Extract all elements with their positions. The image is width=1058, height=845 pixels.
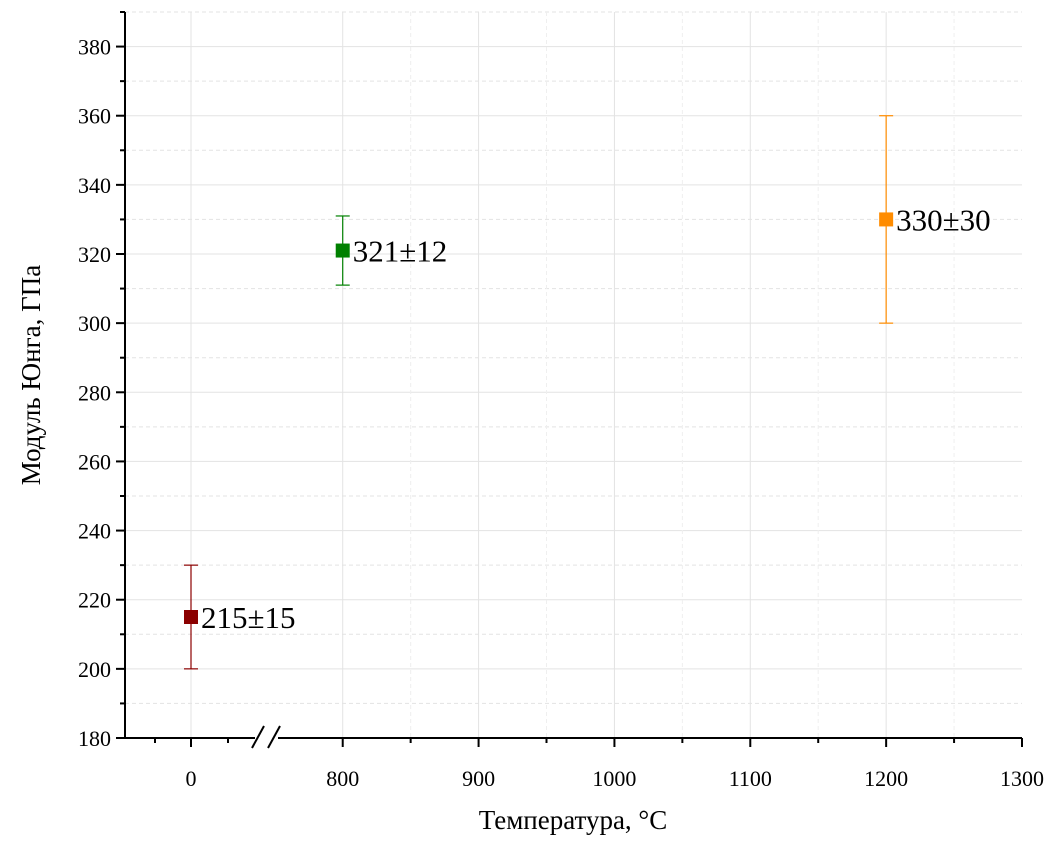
y-tick-label: 220	[78, 588, 111, 613]
y-tick-label: 360	[78, 104, 111, 129]
data-label: 321±12	[353, 234, 448, 269]
x-tick-label: 1000	[592, 766, 636, 791]
y-tick-label: 260	[78, 449, 111, 474]
y-axis-title: Модуль Юнга, ГПа	[16, 265, 46, 486]
data-point	[879, 212, 894, 227]
axes: 180 200 220 240 260 280 300 320 340 360 380 0 800 900…	[78, 11, 1044, 791]
data-point	[335, 243, 350, 258]
y-tick-label: 320	[78, 242, 111, 267]
y-tick-label: 280	[78, 380, 111, 405]
y-tick-label: 200	[78, 657, 111, 682]
x-tick-label: 0	[186, 766, 197, 791]
x-tick-label: 900	[462, 766, 495, 791]
y-tick-label: 300	[78, 311, 111, 336]
data-label: 330±30	[896, 202, 991, 237]
data-point	[184, 610, 198, 624]
data-label: 215±15	[201, 600, 296, 635]
x-axis-break-mark	[267, 725, 281, 749]
y-tick-label: 340	[78, 173, 111, 198]
x-tick-label: 1100	[729, 766, 772, 791]
x-tick-label: 1300	[1000, 766, 1044, 791]
x-tick-label: 800	[326, 766, 359, 791]
data-marks: 215±15 321±12 330±30	[184, 115, 991, 670]
y-tick-label: 380	[78, 35, 111, 60]
y-tick-label: 240	[78, 519, 111, 544]
x-tick-label: 1200	[864, 766, 908, 791]
grid-lines	[125, 11, 1022, 738]
y-tick-label: 180	[78, 726, 111, 751]
x-axis-break-mark	[251, 725, 265, 749]
x-axis-title: Температура, °C	[479, 805, 668, 835]
